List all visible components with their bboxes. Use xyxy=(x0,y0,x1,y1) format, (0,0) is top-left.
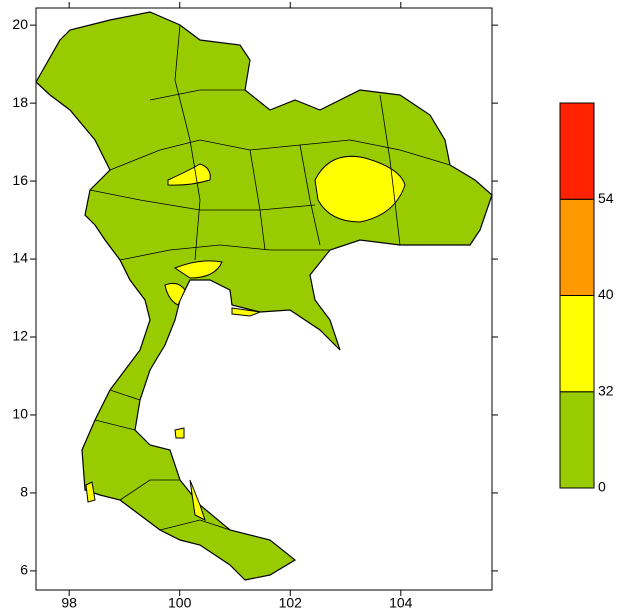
colorbar-label: 54 xyxy=(598,190,614,206)
colorbar-segment xyxy=(559,391,595,489)
y-tick-label: 8 xyxy=(20,484,28,500)
y-tick-label: 10 xyxy=(12,406,28,422)
colorbar-segment xyxy=(559,102,595,200)
colorbar-label: 40 xyxy=(598,286,614,302)
y-tick-label: 20 xyxy=(12,16,28,32)
y-tick-label: 6 xyxy=(20,562,28,578)
y-tick-label: 14 xyxy=(12,250,28,266)
colorbar-segment xyxy=(559,198,595,296)
colorbar-segment xyxy=(559,295,595,393)
y-tick-label: 12 xyxy=(12,328,28,344)
y-tick-label: 16 xyxy=(12,172,28,188)
x-tick-label: 102 xyxy=(279,595,303,610)
axes: 98 100 102 104 6 8 10 12 14 16 18 20 xyxy=(12,2,498,610)
province-borders xyxy=(89,24,451,531)
x-tick-label: 100 xyxy=(168,595,192,610)
y-tick-label: 18 xyxy=(12,94,28,110)
x-tick-label: 104 xyxy=(389,595,413,610)
yellow-zones xyxy=(85,155,406,521)
colorbar-label: 0 xyxy=(598,479,606,495)
colorbar-label: 32 xyxy=(598,382,614,398)
x-tick-label: 98 xyxy=(61,595,77,610)
colorbar: 0 32 40 54 xyxy=(559,102,614,495)
